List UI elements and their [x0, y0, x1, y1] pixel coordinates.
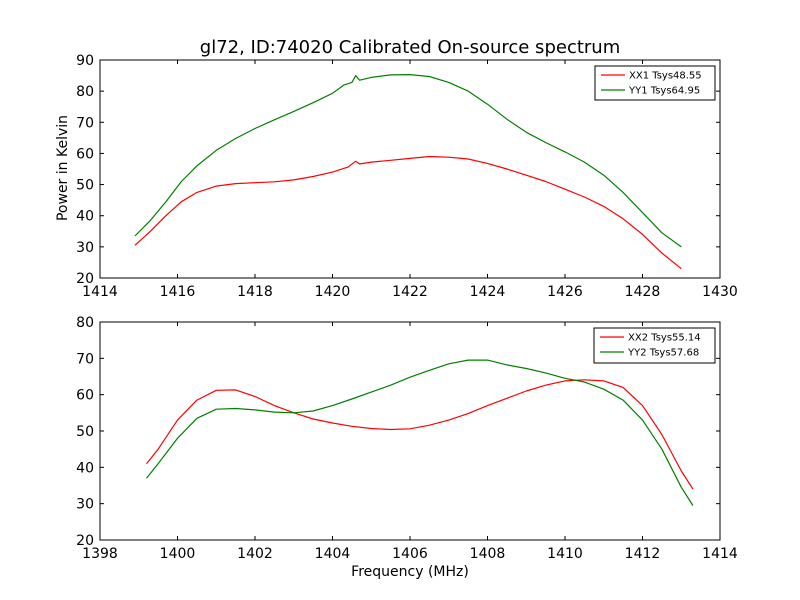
top-panel: 1414 1416 1418 1420 1422 1424 1426 1428 1430 20 30…	[76, 53, 738, 300]
y-tick-label: 70	[76, 351, 94, 367]
x-tick-label: 1424	[470, 284, 506, 300]
series-line-yy	[146, 359, 694, 506]
y-tick-label: 20	[76, 271, 94, 287]
legend-entry: XX2 Tsys55.14	[628, 333, 701, 344]
legend: XX1 Tsys48.55 YY1 Tsys64.95	[594, 65, 716, 101]
x-tick-label: 1412	[625, 546, 661, 562]
y-tick-label: 90	[76, 53, 94, 69]
x-tick-label: 1406	[392, 546, 428, 562]
x-axis-label: Frequency (MHz)	[351, 564, 469, 580]
x-tick-label: 1414	[82, 284, 118, 300]
series-line-xx	[134, 155, 682, 270]
series-line-yy	[134, 74, 682, 248]
x-tick-label: 1402	[237, 546, 273, 562]
y-tick-label: 40	[76, 460, 94, 476]
legend: XX2 Tsys55.14 YY2 Tsys57.68	[593, 327, 716, 364]
series-line-xx	[146, 379, 694, 490]
x-tick-label: 1414	[702, 546, 738, 562]
legend-box	[594, 65, 716, 101]
y-tick-label: 70	[76, 115, 94, 131]
y-tick-label: 40	[76, 209, 94, 225]
y-tick-label: 30	[76, 497, 94, 513]
y-tick-label: 20	[76, 533, 94, 549]
bottom-panel: 1398 1400 1402 1404 1406 1408 1410 1412 1414 20 30…	[76, 315, 738, 562]
x-tick-label: 1420	[315, 284, 351, 300]
plot-frame	[99, 321, 721, 541]
x-tick-label: 1430	[702, 284, 738, 300]
plot-frame	[99, 59, 721, 279]
x-tick-label: 1400	[160, 546, 196, 562]
x-tick-label: 1416	[160, 284, 196, 300]
figure-title: gl72, ID:74020 Calibrated On-source spec…	[200, 37, 620, 58]
x-tick-label: 1422	[392, 284, 428, 300]
y-tick-label: 50	[76, 178, 94, 194]
y-tick-label: 30	[76, 240, 94, 256]
y-tick-label: 60	[76, 388, 94, 404]
y-tick-label: 80	[76, 84, 94, 100]
y-tick-label: 80	[76, 315, 94, 331]
legend-entry: YY2 Tsys57.68	[627, 348, 699, 359]
x-tick-label: 1428	[625, 284, 661, 300]
legend-entry: YY1 Tsys64.95	[628, 86, 700, 97]
x-tick-label: 1410	[547, 546, 583, 562]
y-tick-label: 60	[76, 146, 94, 162]
x-tick-label: 1418	[237, 284, 273, 300]
legend-box	[593, 327, 716, 364]
x-tick-label: 1398	[82, 546, 118, 562]
x-tick-label: 1426	[547, 284, 583, 300]
y-tick-label: 50	[76, 424, 94, 440]
x-tick-label: 1408	[470, 546, 506, 562]
y-axis-label: Power in Kelvin	[55, 115, 71, 221]
x-tick-label: 1404	[315, 546, 351, 562]
legend-entry: XX1 Tsys48.55	[629, 71, 702, 82]
